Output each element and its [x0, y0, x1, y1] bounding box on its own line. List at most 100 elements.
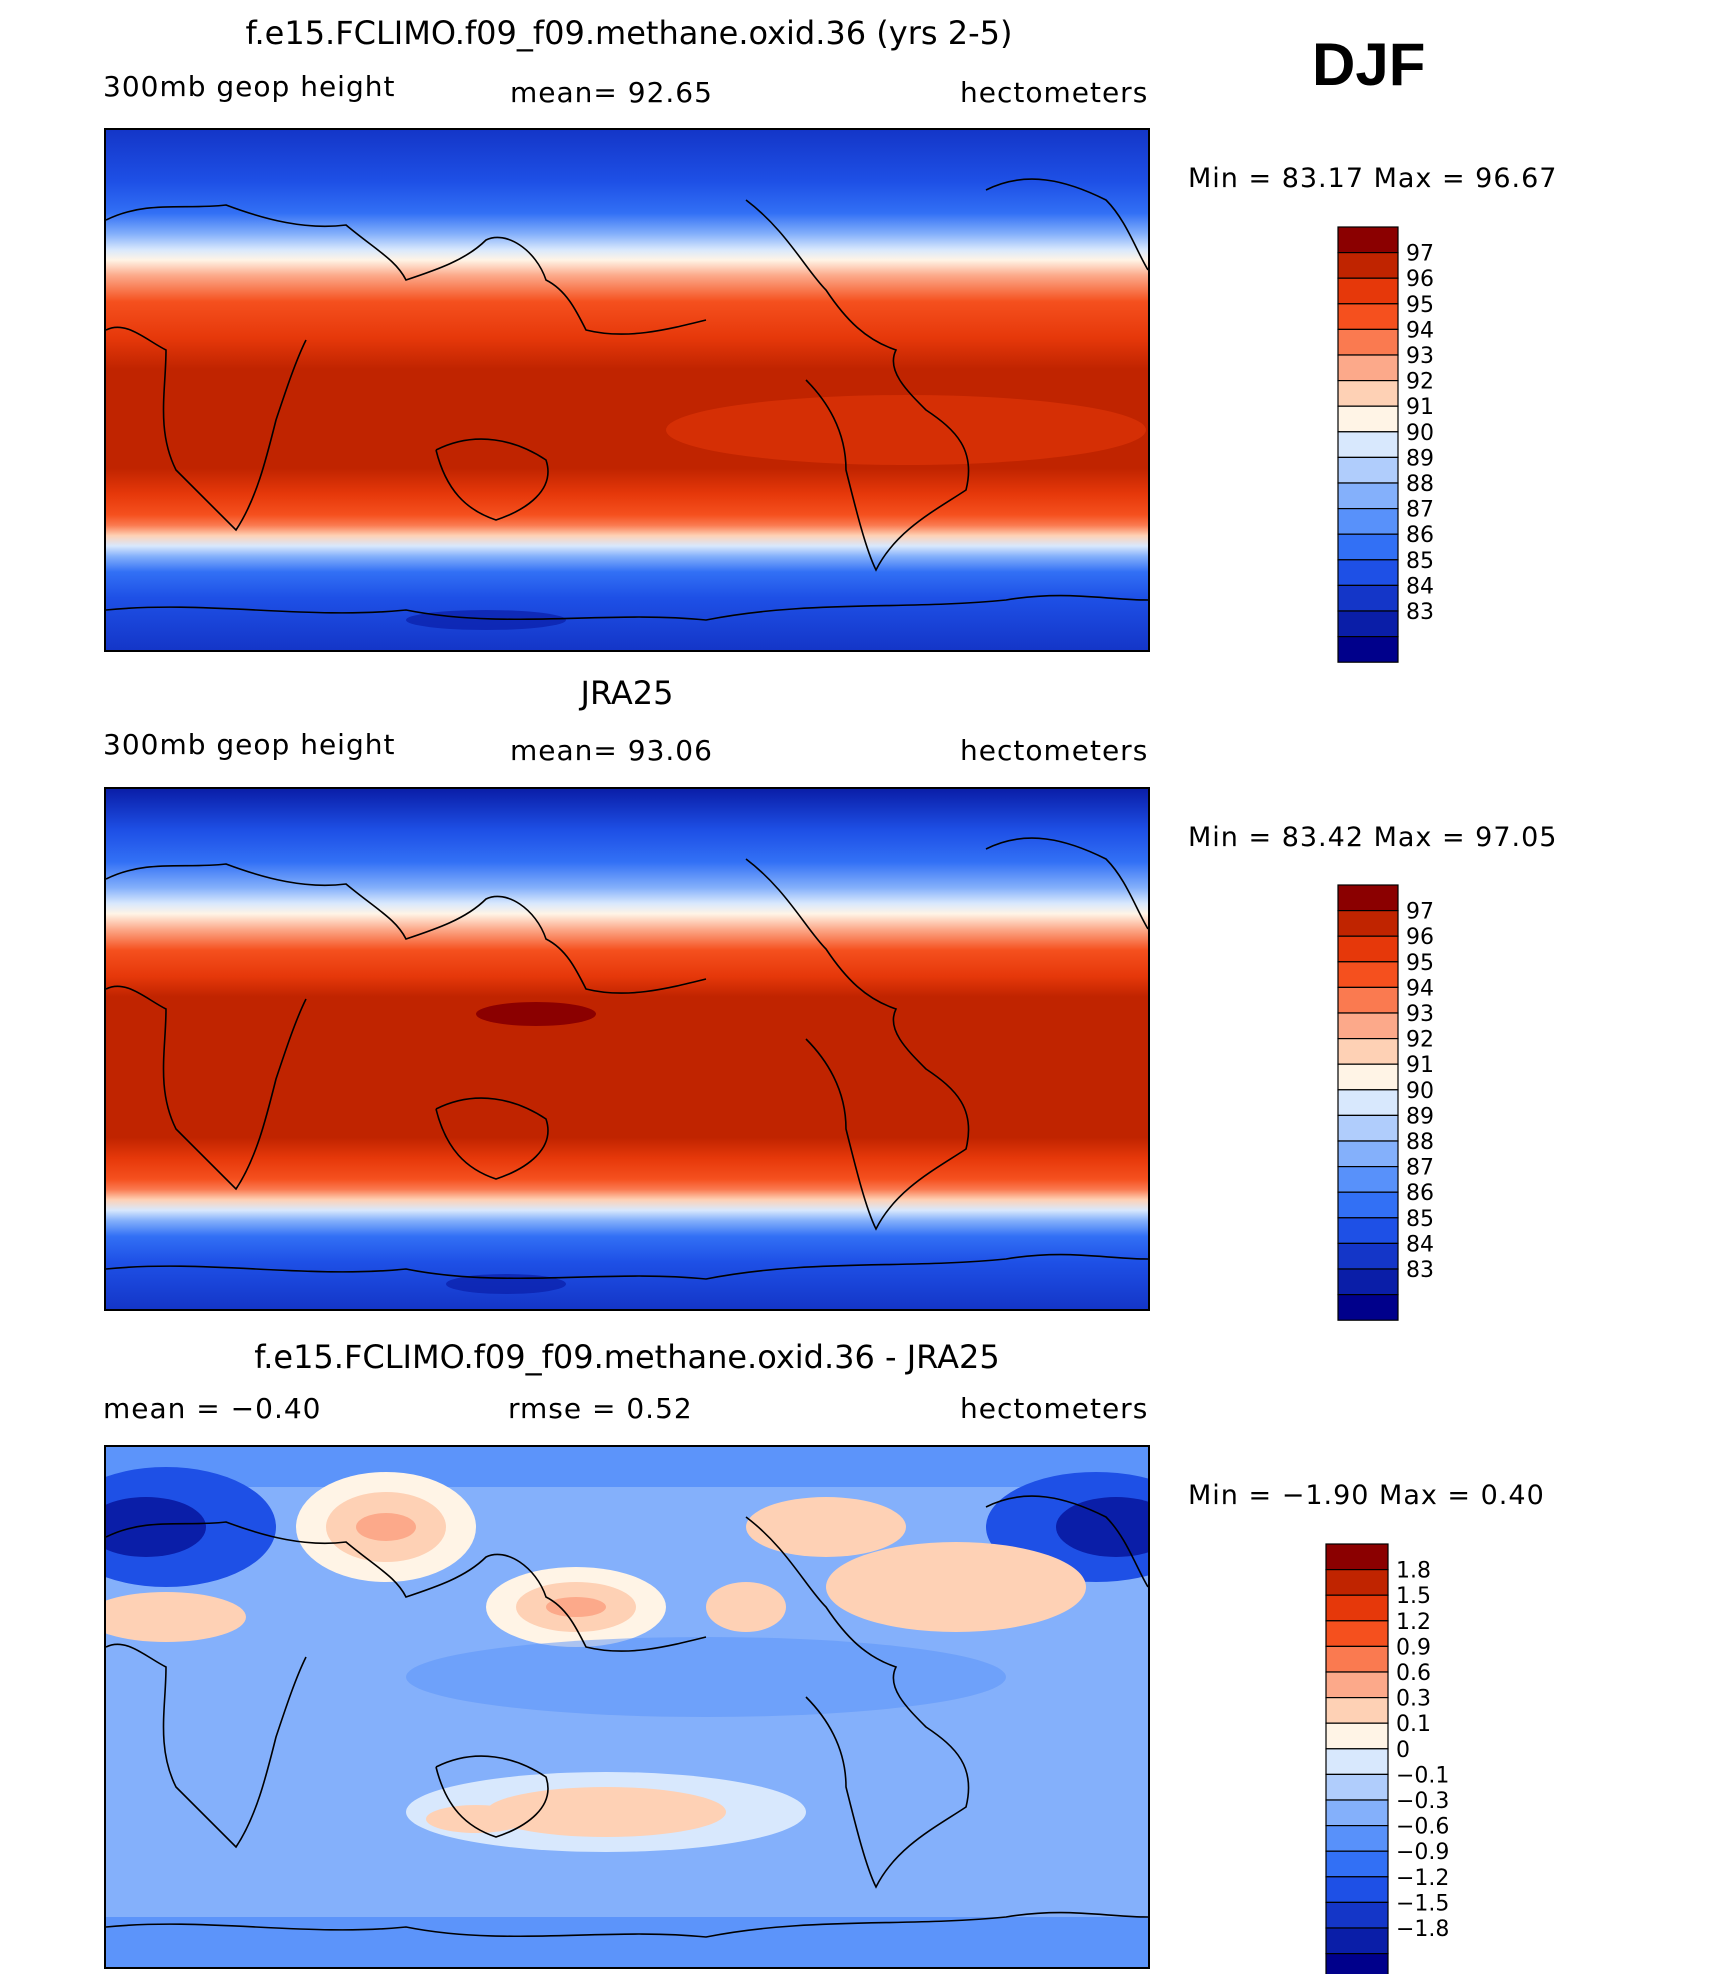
panel-1-title: f.e15.FCLIMO.f09_f09.methane.oxid.36 (yr… [245, 14, 1013, 52]
panel-3-positive-sahara [106, 1592, 246, 1642]
panel-1-colorbar-label: 86 [1406, 523, 1434, 548]
panel-1-colorbar-box [1337, 636, 1399, 663]
panel-3-rmse-label: rmse = 0.52 [508, 1392, 693, 1425]
panel-1-colorbar-label: 94 [1406, 318, 1434, 343]
panel-1-colorbar-label: 85 [1406, 549, 1434, 574]
panel-1-colorbar-box [1337, 508, 1399, 535]
panel-2-colorbar-box [1337, 1166, 1399, 1193]
panel-1-colorbar-box [1337, 277, 1399, 305]
panel-2-coastlines [106, 837, 1148, 1280]
panel-1-colorbar-label: 90 [1406, 421, 1434, 446]
panel-3-colorbar-label: 0.9 [1396, 1635, 1431, 1660]
panel-3-colorbar-label: 1.2 [1396, 1610, 1431, 1635]
panel-3-colorbar-label: 1.8 [1396, 1559, 1431, 1584]
panel-3-colorbar-box [1325, 1927, 1389, 1955]
panel-2-colorbar-box [1337, 961, 1399, 989]
panel-2-colorbar-label: 93 [1406, 1002, 1434, 1027]
panel-3-colorbar-box [1325, 1876, 1389, 1903]
panel-3-positive-natlantic [826, 1542, 1086, 1632]
panel-2-colorbar-box [1337, 1140, 1399, 1168]
panel-3-colorbar-box [1325, 1825, 1389, 1852]
panel-3-colorbar-label: 0 [1396, 1738, 1410, 1763]
panel-1-colorbar-label: 96 [1406, 267, 1434, 292]
panel-1-colorbar-label: 87 [1406, 498, 1434, 523]
panel-2-colorbar-box [1337, 1012, 1399, 1040]
panel-1-contour-field [106, 130, 1148, 650]
panel-1-ridge-east-pacific [666, 395, 1146, 465]
panel-2-colorbar-box [1337, 910, 1399, 937]
panel-2-colorbar-box [1337, 1038, 1399, 1065]
panel-3-units-label: hectometers [960, 1392, 1149, 1425]
panel-2-title: JRA25 [580, 674, 674, 712]
panel-1-mean-label: mean= 92.65 [510, 76, 713, 109]
panel-3-mean-label: mean = −0.40 [103, 1392, 322, 1425]
panel-3-colorbar-box [1325, 1569, 1389, 1596]
panel-3-title: f.e15.FCLIMO.f09_f09.methane.oxid.36 - J… [254, 1338, 1000, 1376]
panel-3-colorbar-box [1325, 1671, 1389, 1699]
panel-1-units-label: hectometers [960, 76, 1149, 109]
panel-3-colorbar-label: −1.2 [1396, 1866, 1449, 1891]
panel-3-colorbar-label: 0.6 [1396, 1661, 1431, 1686]
panel-1-colorbar-box [1337, 252, 1399, 279]
panel-1-colorbar-label: 93 [1406, 344, 1434, 369]
panel-1-variable-label: 300mb geop height [103, 70, 396, 103]
panel-2-colorbar-box [1337, 1063, 1399, 1091]
panel-2-colorbar-box [1337, 884, 1399, 912]
panel-1-colorbar-label: 88 [1406, 472, 1434, 497]
panel-3-map [104, 1445, 1150, 1969]
panel-3-colorbar: 1.8 1.5 1.2 0.9 0.6 0.3 0.1 0 −0.1 −0.3 −0.6 −0.9 −1… [1325, 1543, 1476, 1974]
panel-1-colorbar-label: 95 [1406, 293, 1434, 318]
panel-1-colorbar-box [1337, 380, 1399, 407]
panel-2-colorbar-label: 95 [1406, 951, 1434, 976]
panel-3-colorbar-box [1325, 1594, 1389, 1622]
panel-1-colorbar-box [1337, 482, 1399, 510]
panel-3-colorbar-box [1325, 1953, 1389, 1974]
panel-1-colorbar-box [1337, 354, 1399, 382]
panel-2-colorbar-box [1337, 1268, 1399, 1296]
panel-2-map [104, 787, 1150, 1311]
panel-2-colorbar-label: 96 [1406, 925, 1434, 950]
panel-2-colorbar-label: 88 [1406, 1130, 1434, 1155]
panel-2-colorbar: 97 96 95 94 93 92 91 90 89 88 87 86 85 84 83 [1337, 884, 1478, 1321]
panel-2-variable-label: 300mb geop height [103, 728, 396, 761]
panel-3-colorbar-box [1325, 1645, 1389, 1673]
panel-1-colorbar-label: 97 [1406, 242, 1434, 267]
panel-1-colorbar-box [1337, 533, 1399, 561]
panel-2-colorbar-label: 87 [1406, 1156, 1434, 1181]
panel-1-coastlines [106, 178, 1148, 621]
panel-2-colorbar-label: 89 [1406, 1104, 1434, 1129]
panel-1-colorbar-box [1337, 303, 1399, 331]
panel-3-colorbar-label: −0.1 [1396, 1763, 1449, 1788]
panel-3-contour-field [106, 1447, 1148, 1967]
panel-2-colorbar-box [1337, 1191, 1399, 1219]
panel-2-colorbar-box [1337, 986, 1399, 1014]
panel-2-colorbar-label: 91 [1406, 1053, 1434, 1078]
panel-3-coastlines [106, 1495, 1148, 1938]
panel-1-colorbar-box [1337, 610, 1399, 638]
panel-2-colorbar-box [1337, 1114, 1399, 1142]
panel-2-colorbar-box [1337, 1089, 1399, 1117]
panel-2-max-core [476, 1002, 596, 1026]
panel-2-colorbar-label: 85 [1406, 1207, 1434, 1232]
panel-3-colorbar-label: −0.6 [1396, 1815, 1449, 1840]
panel-1-colorbar-label: 84 [1406, 574, 1434, 599]
panel-1-colorbar: 97 96 95 94 93 92 91 90 89 88 87 86 85 84 83 [1337, 226, 1478, 663]
panel-2-contour-field [106, 789, 1148, 1309]
panel-2-colorbar-box [1337, 1242, 1399, 1270]
panel-2-colorbar-label: 94 [1406, 976, 1434, 1001]
panel-2-mean-label: mean= 93.06 [510, 734, 713, 767]
panel-3-colorbar-box [1325, 1748, 1389, 1776]
panel-1-colorbar-label: 83 [1406, 600, 1434, 625]
panel-1-colorbar-box [1337, 559, 1399, 586]
panel-1-colorbar-label: 92 [1406, 370, 1434, 395]
panel-3-colorbar-label: 0.1 [1396, 1712, 1431, 1737]
panel-3-colorbar-label: −1.8 [1396, 1917, 1449, 1942]
panel-3-colorbar-label: −1.5 [1396, 1891, 1449, 1916]
panel-3-colorbar-label: 1.5 [1396, 1584, 1431, 1609]
panel-3-colorbar-box [1325, 1722, 1389, 1750]
panel-3-colorbar-label: −0.3 [1396, 1789, 1449, 1814]
panel-1-colorbar-label: 89 [1406, 446, 1434, 471]
panel-1-colorbar-box [1337, 584, 1399, 612]
